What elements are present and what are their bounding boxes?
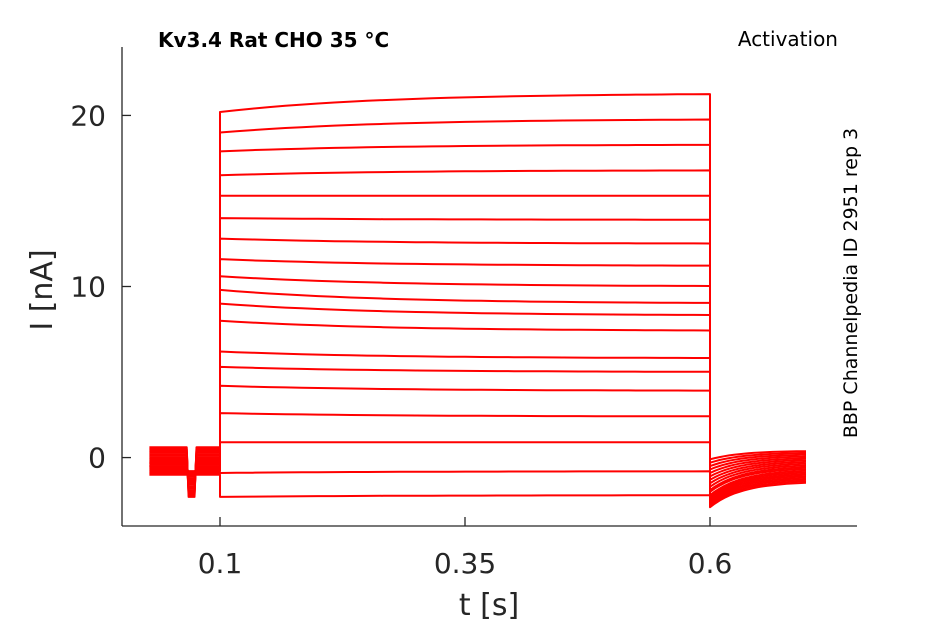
current-trace-3	[149, 143, 807, 495]
y-tick-label: 20	[70, 99, 106, 132]
chart-title: Kv3.4 Rat CHO 35 °C	[158, 28, 389, 52]
current-trace-16	[149, 412, 807, 504]
y-tick-label: 10	[70, 271, 106, 304]
current-trace-12	[149, 319, 807, 497]
current-trace-8	[149, 258, 807, 486]
current-trace-1	[149, 93, 806, 498]
current-trace-18	[149, 470, 807, 507]
current-trace-14	[149, 365, 807, 500]
current-trace-10	[149, 288, 807, 492]
current-trace-4	[149, 169, 807, 493]
x-axis-title: t [s]	[459, 588, 519, 623]
current-trace-9	[149, 275, 807, 488]
y-axis-title: I [nA]	[25, 249, 60, 330]
current-trace-11	[149, 302, 807, 493]
protocol-label: Activation	[738, 27, 838, 51]
x-axis-ticks: 0.1 0.35 0.6	[198, 517, 733, 580]
current-trace-5	[149, 194, 807, 492]
current-trace-19	[149, 473, 807, 509]
current-trace-15	[149, 384, 807, 502]
y-tick-label: 0	[88, 442, 106, 475]
x-tick-label: 0.35	[434, 547, 496, 580]
source-label: BBP Channelpedia ID 2951 rep 3	[840, 128, 862, 438]
current-trace-6	[149, 217, 807, 490]
current-trace-17	[149, 441, 807, 505]
x-tick-label: 0.6	[688, 547, 733, 580]
current-trace-7	[149, 237, 807, 488]
y-axis-ticks: 0 10 20	[70, 99, 131, 475]
x-tick-label: 0.1	[198, 547, 243, 580]
current-trace-2	[149, 118, 806, 497]
trace-group	[149, 93, 807, 509]
current-trace-13	[149, 350, 807, 498]
